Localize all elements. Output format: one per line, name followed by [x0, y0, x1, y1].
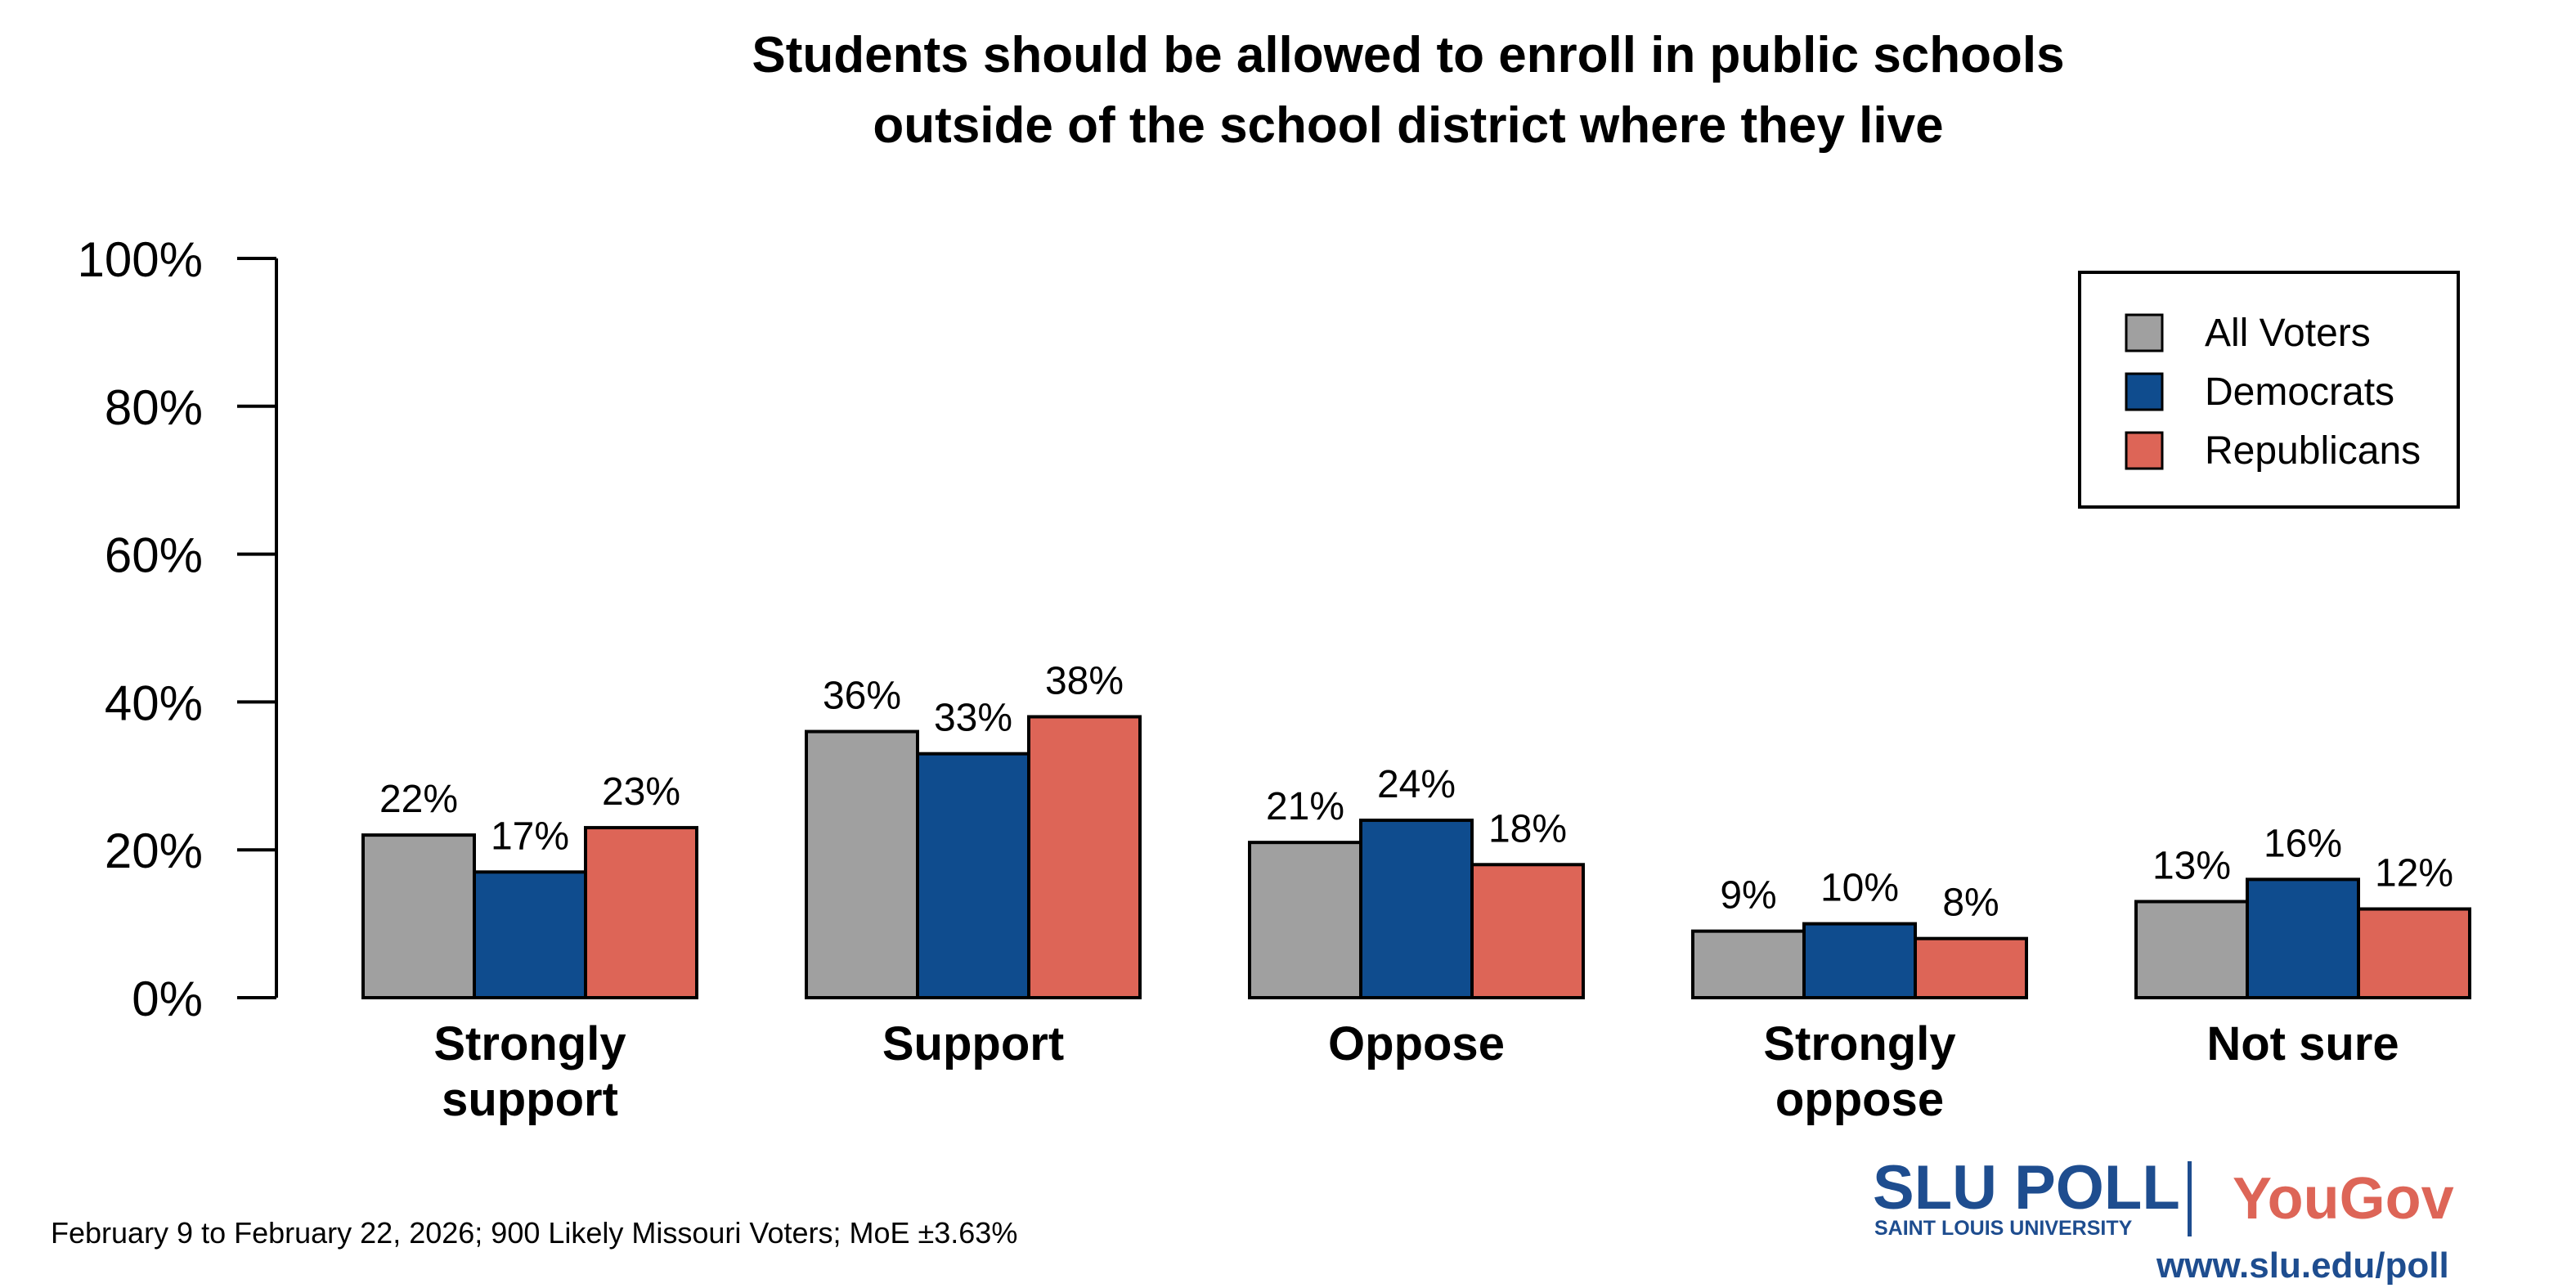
chart-title-line: Students should be allowed to enroll in … — [752, 27, 2064, 83]
data-label: 17% — [491, 815, 569, 858]
data-label: 36% — [823, 675, 901, 718]
data-label: 9% — [1720, 874, 1776, 918]
bar-all-voters — [805, 729, 919, 999]
bar-republicans — [1470, 863, 1585, 1000]
y-tick-label: 20% — [105, 824, 203, 878]
bar-republicans — [1914, 936, 2028, 1000]
bar-democrats — [916, 752, 1030, 999]
y-axis: 0% 20% 40% 60% 80% 100% — [78, 232, 278, 1026]
bar-all-voters — [2134, 900, 2249, 999]
bar-republicans — [2357, 907, 2471, 1000]
y-tick-label: 40% — [105, 675, 203, 730]
category-label: Strongly — [433, 1017, 626, 1070]
chart-title: Students should be allowed to enroll in … — [752, 27, 2064, 154]
bar-democrats — [1359, 819, 1474, 999]
y-tick-label: 100% — [78, 232, 203, 287]
legend-swatch — [2125, 372, 2164, 411]
bar-all-voters — [1248, 841, 1362, 1000]
slu-poll-wordmark: SLU POLL — [1873, 1153, 2180, 1223]
bar-republicans — [1027, 715, 1142, 999]
data-label: 8% — [1942, 882, 1999, 925]
data-label: 24% — [1377, 763, 1456, 806]
category-label: Support — [882, 1017, 1064, 1070]
bar-democrats — [473, 870, 587, 999]
category-label: Strongly — [1763, 1017, 1955, 1070]
yougov-wordmark: YouGov — [2233, 1166, 2454, 1232]
data-label: 10% — [1820, 867, 1899, 910]
bar-all-voters — [361, 833, 476, 999]
bar-all-voters — [1691, 929, 1806, 1000]
y-tick-label: 60% — [105, 528, 203, 583]
slu-subtitle: SAINT LOUIS UNIVERSITY — [1874, 1217, 2133, 1240]
category-label: Not sure — [2206, 1017, 2399, 1070]
category-label: support — [442, 1073, 618, 1126]
legend: All Voters Democrats Republicans — [2078, 271, 2460, 509]
bar-republicans — [584, 826, 698, 1000]
data-label: 12% — [2375, 852, 2453, 895]
bar-democrats — [1802, 922, 1917, 999]
legend-swatch — [2125, 313, 2164, 352]
slu-poll-logo: SLU POLL SAINT LOUIS UNIVERSITY YouGov w… — [1873, 1153, 2454, 1286]
chart-title-line: outside of the school district where the… — [873, 97, 1943, 154]
data-label: 13% — [2152, 844, 2231, 887]
y-tick-label: 0% — [132, 972, 203, 1026]
category-label: Oppose — [1328, 1017, 1505, 1070]
data-label: 16% — [2264, 822, 2342, 865]
data-label: 23% — [602, 770, 680, 814]
legend-swatch — [2125, 431, 2164, 470]
data-label: 22% — [379, 778, 458, 821]
category-label: oppose — [1775, 1073, 1944, 1126]
data-label: 21% — [1266, 785, 1344, 828]
data-label: 18% — [1488, 807, 1567, 850]
legend-label: Republicans — [2205, 429, 2421, 473]
legend-label: All Voters — [2205, 312, 2371, 355]
data-label: 33% — [934, 697, 1012, 740]
footnote: February 9 to February 22, 2026; 900 Lik… — [51, 1216, 1017, 1250]
bars: 22% 17% 23% 36% 33% 38% 21% 24% 18% 9% 10% 8% 13% 16%… — [361, 659, 2471, 1000]
poll-url[interactable]: www.slu.edu/poll — [2156, 1245, 2449, 1286]
y-tick-label: 80% — [105, 380, 203, 435]
legend-label: Democrats — [2205, 370, 2394, 414]
logo-divider — [2188, 1161, 2192, 1236]
data-label: 38% — [1045, 659, 1124, 702]
bar-democrats — [2246, 877, 2360, 999]
